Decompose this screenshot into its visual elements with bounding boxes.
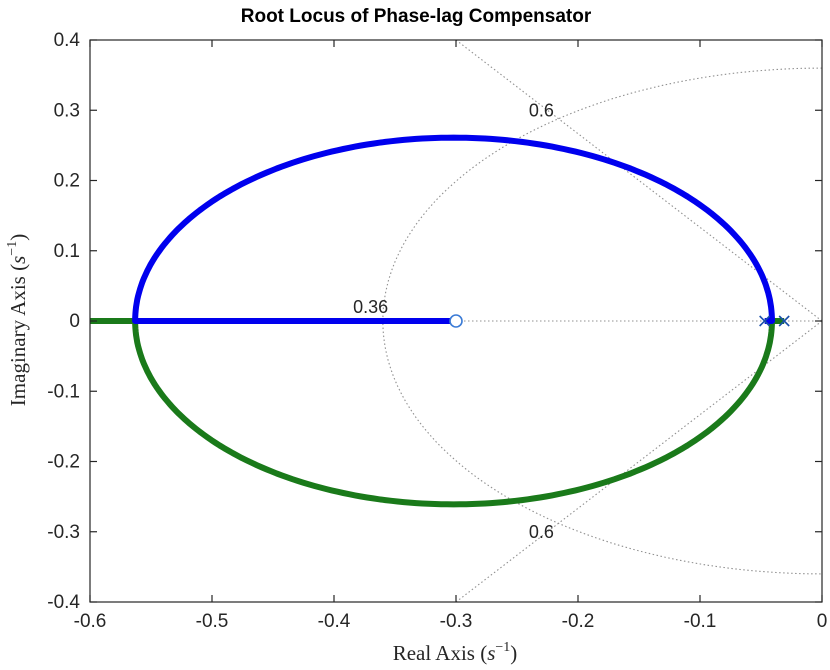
- y-tick-label: -0.3: [47, 522, 80, 543]
- series-layer: [90, 134, 785, 508]
- x-tick-label: 0: [817, 611, 828, 632]
- pole-marker-stroke: [759, 315, 771, 327]
- x-tick-label: -0.6: [74, 611, 107, 632]
- pole-marker-stroke: [778, 315, 790, 327]
- series-2-lower-branch: [132, 318, 775, 508]
- chart-title: Root Locus of Phase-lag Compensator: [241, 6, 592, 27]
- y-tick-label: 0: [69, 311, 80, 332]
- y-tick-label: -0.2: [47, 452, 80, 473]
- x-tick-label: -0.1: [684, 611, 717, 632]
- x-axis-label: Real Axis (s−1): [393, 640, 518, 665]
- pole-marker: [759, 315, 771, 327]
- annotation-label: 0.36: [353, 297, 388, 317]
- series-1-upper-branch: [132, 134, 775, 324]
- damping-ray-upper: [455, 39, 823, 322]
- annotations: 0.6 0.6 0.36: [353, 100, 554, 542]
- zero-marker: [449, 314, 463, 328]
- x-tick-label: -0.4: [318, 611, 351, 632]
- y-axis-label: Imaginary Axis (s−1): [5, 234, 30, 406]
- annotation-label: 0.6: [529, 522, 554, 542]
- pole-marker: [778, 315, 790, 327]
- x-tick-label: -0.5: [196, 611, 229, 632]
- y-tick-label: 0.1: [54, 241, 80, 262]
- y-tick-label: 0.3: [54, 100, 80, 121]
- pole-zero-markers: [449, 314, 790, 328]
- y-tick-label: 0.2: [54, 171, 80, 192]
- x-tick-label: -0.2: [562, 611, 595, 632]
- plot-frame: [89, 39, 823, 603]
- x-tick-label: -0.3: [440, 611, 473, 632]
- damping-ray-lower: [455, 320, 823, 603]
- y-tick-label: -0.1: [47, 381, 80, 402]
- y-tick-label: 0.4: [54, 30, 81, 51]
- axis-ticks: -0.6 -0.5 -0.4 -0.3 -0.2 -0.1 0 -0.4 -0.3 -0.2 -0.…: [47, 30, 827, 632]
- y-tick-label: -0.4: [47, 592, 80, 613]
- annotation-label: 0.6: [529, 100, 554, 120]
